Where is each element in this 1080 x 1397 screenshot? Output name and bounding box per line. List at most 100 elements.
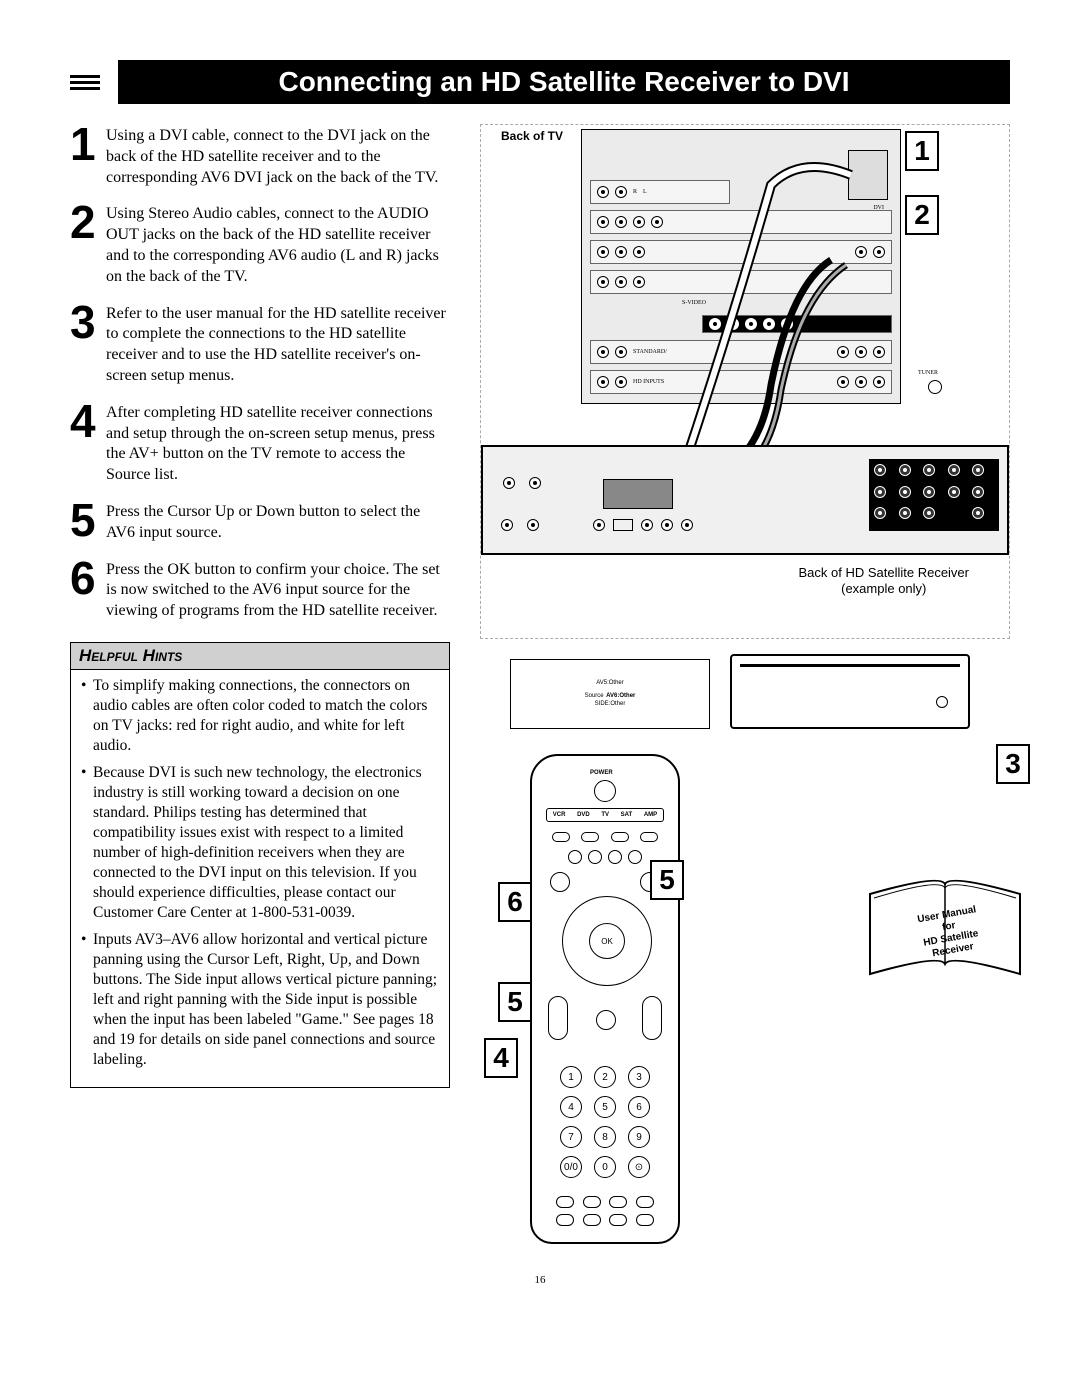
port-label: HD INPUTS (633, 379, 664, 385)
cursor-ring[interactable]: OK (562, 896, 652, 986)
port-label: STANDARD/ (633, 349, 667, 355)
jack-icon (597, 246, 609, 258)
keypad-button[interactable]: 9 (628, 1126, 650, 1148)
jack-icon (597, 216, 609, 228)
jack-icon (633, 246, 645, 258)
step-text: After completing HD satellite receiver c… (106, 401, 450, 486)
jack-icon (615, 246, 627, 258)
page-title: Connecting an HD Satellite Receiver to D… (118, 60, 1010, 104)
aux-button[interactable] (609, 1214, 627, 1226)
step-5: 5 Press the Cursor Up or Down button to … (70, 500, 450, 544)
step-number: 2 (70, 202, 106, 287)
osd-line: AV5:Other (596, 679, 624, 687)
receiver-front-icon (730, 654, 970, 729)
aux-button[interactable] (636, 1214, 654, 1226)
jack-icon (661, 519, 673, 531)
tv-back-label: Back of TV (501, 129, 563, 143)
hint-item: To simplify making connections, the conn… (81, 676, 439, 757)
aux-button[interactable] (556, 1214, 574, 1226)
jack-icon (501, 519, 513, 531)
cable-icon (70, 67, 110, 97)
port-label: S-VIDEO (682, 300, 706, 306)
ok-button[interactable]: OK (589, 923, 625, 959)
step-2: 2 Using Stereo Audio cables, connect to … (70, 202, 450, 287)
jack-icon (633, 216, 645, 228)
keypad-button[interactable]: 8 (594, 1126, 616, 1148)
connection-diagram: Back of TV DVI R L (480, 124, 1010, 639)
step-number: 1 (70, 124, 106, 188)
aux-button[interactable] (556, 1196, 574, 1208)
color-button[interactable] (568, 850, 582, 864)
hint-item: Inputs AV3–AV6 allow horizontal and vert… (81, 930, 439, 1071)
color-button[interactable] (608, 850, 622, 864)
jack-icon (651, 216, 663, 228)
transport-button[interactable] (640, 832, 658, 842)
jack-icon (597, 186, 609, 198)
keypad-button[interactable]: 3 (628, 1066, 650, 1088)
volume-rocker[interactable] (548, 996, 568, 1040)
transport-button[interactable] (581, 832, 599, 842)
step-6: 6 Press the OK button to confirm your ch… (70, 558, 450, 622)
mute-button[interactable] (596, 1010, 616, 1030)
remote-control: POWER VCRDVDTVSATAMP (530, 754, 680, 1244)
device-selector[interactable]: VCRDVDTVSATAMP (546, 808, 664, 822)
callout-marker-2: 2 (905, 195, 939, 235)
keypad-button[interactable]: 4 (560, 1096, 582, 1118)
aux-button[interactable] (636, 1196, 654, 1208)
jack-icon (837, 346, 849, 358)
step-number: 6 (70, 558, 106, 622)
keypad-button[interactable]: 0/0 (560, 1156, 582, 1178)
jack-icon (597, 346, 609, 358)
port-label: TUNER (918, 370, 938, 376)
keypad-button[interactable]: 0 (594, 1156, 616, 1178)
jack-icon (593, 519, 605, 531)
page-number: 16 (70, 1274, 1010, 1286)
jack-icon (527, 519, 539, 531)
jack-icon (597, 376, 609, 388)
transport-button[interactable] (552, 832, 570, 842)
receiver-output-grid (869, 459, 999, 531)
jack-icon (615, 376, 627, 388)
receiver-back-label: Back of HD Satellite Receiver (example o… (798, 565, 969, 596)
step-number: 4 (70, 401, 106, 486)
jack-icon (873, 346, 885, 358)
color-button[interactable] (628, 850, 642, 864)
keypad-button[interactable]: 1 (560, 1066, 582, 1088)
diagram-column: Back of TV DVI R L (480, 124, 1010, 1244)
power-button[interactable] (594, 780, 616, 802)
step-number: 5 (70, 500, 106, 544)
tv-ports-panel: DVI R L (581, 129, 901, 404)
step-text: Press the Cursor Up or Down button to se… (106, 500, 450, 544)
jack-icon (873, 246, 885, 258)
step-3: 3 Refer to the user manual for the HD sa… (70, 302, 450, 387)
port-icon (613, 519, 633, 531)
transport-button[interactable] (611, 832, 629, 842)
keypad-button[interactable]: 5 (594, 1096, 616, 1118)
callout-marker-1: 1 (905, 131, 939, 171)
keypad-button[interactable]: 7 (560, 1126, 582, 1148)
color-button[interactable] (588, 850, 602, 864)
keypad-button[interactable]: 2 (594, 1066, 616, 1088)
aux-button[interactable] (609, 1196, 627, 1208)
step-1: 1 Using a DVI cable, connect to the DVI … (70, 124, 450, 188)
step-4: 4 After completing HD satellite receiver… (70, 401, 450, 486)
step-text: Refer to the user manual for the HD sate… (106, 302, 450, 387)
keypad-button[interactable]: 6 (628, 1096, 650, 1118)
aux-button[interactable] (583, 1196, 601, 1208)
jack-icon (855, 346, 867, 358)
step-number: 3 (70, 302, 106, 387)
jack-icon (615, 276, 627, 288)
channel-rocker[interactable] (642, 996, 662, 1040)
jack-icon (763, 318, 775, 330)
jack-icon (615, 186, 627, 198)
hint-item: Because DVI is such new technology, the … (81, 763, 439, 924)
menu-button[interactable] (550, 872, 570, 892)
keypad-button[interactable]: ⊙ (628, 1156, 650, 1178)
aux-button[interactable] (583, 1214, 601, 1226)
jack-icon (503, 477, 515, 489)
jack-icon (529, 477, 541, 489)
receiver-back-panel (481, 445, 1009, 555)
power-label: POWER (590, 770, 613, 776)
instructions-column: 1 Using a DVI cable, connect to the DVI … (70, 124, 450, 1088)
callout-marker-5b: 5 (498, 982, 532, 1022)
